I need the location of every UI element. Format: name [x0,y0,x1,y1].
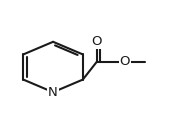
Text: O: O [92,35,102,48]
Text: N: N [48,86,58,99]
Text: O: O [120,55,130,68]
